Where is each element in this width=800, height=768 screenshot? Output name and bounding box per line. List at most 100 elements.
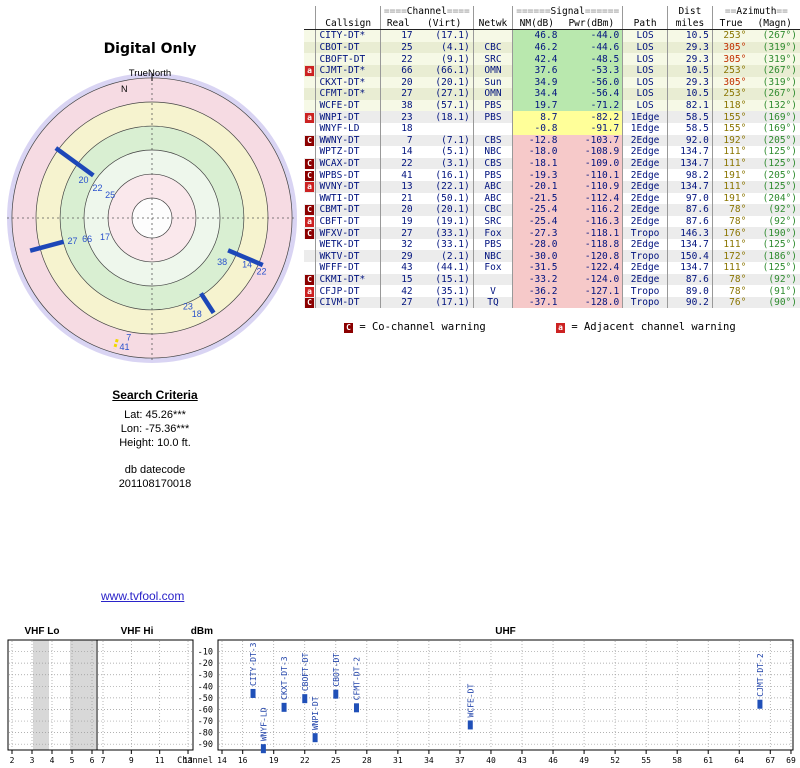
channel-tick-label: 31 [393,756,403,765]
channel-tick-label: 61 [703,756,713,765]
station-row: a WVNY-DT 13 (22.1) ABC -20.1 -110.9 2Edge 134.7… [304,180,800,193]
co-channel-flag: C [305,205,314,216]
signal-direction-segment [54,146,95,178]
co-channel-flag: C [305,274,314,285]
dbm-tick-label: -40 [198,682,213,692]
radar-title: Digital Only [103,41,197,57]
band-title: UHF [495,626,516,637]
station-bar [757,699,763,709]
channel-tick-label: 67 [765,756,775,765]
dbm-tick-label: -50 [198,694,213,704]
db-datecode-value: 201108170018 [118,478,192,490]
spacer [80,450,230,463]
co-channel-flag: C [305,135,314,146]
channel-tick-label: 19 [269,756,279,765]
co-channel-flag: C [305,159,314,170]
channel-tick-label: 37 [455,756,465,765]
radar-channel-label: 22 [92,183,102,193]
dbm-tick-label: -60 [198,705,213,715]
tvfool-link[interactable]: www.tvfool.com [101,589,185,603]
channel-tick-label: 14 [217,756,227,765]
channel-tick-label: 69 [786,756,796,765]
radar-channel-label: 38 [217,257,227,267]
adjacent-channel-flag: a [305,286,314,297]
channel-axis-label: Channel [177,756,213,766]
radar-channel-label: 27 [68,236,78,246]
channel-tick-label: 49 [579,756,589,765]
station-row: C CIVM-DT 27 (17.1) TQ -37.1 -128.0 Tropo 90.2 76… [304,296,800,309]
station-bar-label: CBOFT-DT [301,652,310,691]
dbm-axis-label: dBm [191,626,213,637]
station-bar-label: WNPI-DT [311,696,320,730]
station-bar [302,694,308,704]
adjacent-channel-flag: a [305,182,314,193]
station-row: a WNPI-DT 23 (18.1) PBS 8.7 -82.2 1Edge 58.5 155°… [304,111,800,123]
band-title: VHF Hi [121,626,154,637]
db-datecode-label: db datecode [124,464,186,476]
radar-channel-label: 14 [242,259,252,269]
station-row: C WWNY-DT 7 (7.1) CBS -12.8 -103.7 2Edge 92.0 192… [304,134,800,147]
station-row: WKTV-DT 29 (2.1) NBC -30.0 -120.8 Tropo 150.4 17… [304,250,800,263]
channel-tick-label: 43 [517,756,527,765]
channel-tick-label: 3 [30,756,35,765]
station-row: a CJMT-DT* 66 (66.1) OMN 37.6 -53.3 LOS 10.5 253°… [304,64,800,77]
dbm-tick-label: -80 [198,729,213,739]
legend-co-channel: C = Co-channel warning [344,321,486,333]
station-row: WPTZ-DT 14 (5.1) NBC -18.0 -108.9 2Edge 134.7 11… [304,146,800,158]
station-row: a CFJP-DT 42 (35.1) V -36.2 -127.1 Tropo 89.0 78°… [304,285,800,297]
dbm-tick-label: -10 [198,648,213,658]
station-bar [353,703,359,713]
channel-tick-label: 58 [672,756,682,765]
adjacent-channel-flag: a [305,66,314,77]
latitude-value: Lat: 45.26*** [124,409,186,421]
search-criteria: Search Criteria Lat: 45.26*** Lon: -75.3… [80,388,230,491]
signal-direction-segment [199,292,216,315]
station-row: WWTI-DT 21 (50.1) ABC -21.5 -112.4 2Edge 97.0 19… [304,192,800,205]
radar-channel-label: 22 [256,266,266,276]
station-row: C CKMI-DT* 15 (15.1) -33.2 -124.0 2Edge 87.6 78°… [304,273,800,286]
radar-channel-label: 20 [79,175,89,185]
search-criteria-title: Search Criteria [112,388,198,402]
station-row: C WCAX-DT 22 (3.1) CBS -18.1 -109.0 2Edge 134.7 1… [304,157,800,170]
channel-tick-label: 9 [129,756,134,765]
station-row: a CBFT-DT 19 (19.1) SRC -25.4 -116.3 2Edge 87.6 7… [304,215,800,228]
radar-channel-label: 41 [120,342,130,352]
height-value: Height: 10.0 ft. [119,437,191,449]
radar-channel-label: 23 [183,302,193,312]
legend-adjacent-channel: a = Adjacent channel warning [556,321,736,333]
station-bar-label: CJMT-DT-2 [756,653,765,697]
co-channel-flag: C [305,228,314,239]
band-title: VHF Lo [25,626,60,637]
station-bar-label: CKXT-DT-3 [280,656,289,700]
co-channel-flag: C [305,170,314,181]
channel-tick-label: 34 [424,756,434,765]
channel-tick-label: 16 [238,756,248,765]
station-bar [333,689,339,699]
signal-direction-segment [227,248,264,268]
station-bar [312,733,318,743]
channel-tick-label: 11 [155,756,165,765]
channel-tick-label: 2 [10,756,15,765]
adjacent-channel-symbol: a [556,323,565,333]
shaded-band [33,640,49,750]
signal-direction-segment [29,239,65,253]
station-bar-label: WCFE-DT [466,684,475,718]
station-bar [467,720,473,730]
station-bar-label: CBOT-DT [332,653,341,687]
station-row: WFFF-DT 43 (44.1) Fox -31.5 -122.4 2Edge 134.7 1… [304,262,800,274]
station-row: C CBMT-DT 20 (20.1) CBC -25.4 -116.2 2Edge 87.6 7… [304,204,800,216]
dbm-tick-label: -30 [198,671,213,681]
channel-tick-label: 13 [183,756,193,765]
station-bar-label: WNYF-LD [259,707,268,741]
station-bar [250,688,256,698]
station-row: CITY-DT* 17 (17.1) 46.8 -44.0 LOS 10.5 253° (267… [304,29,800,42]
station-row: WNYF-LD 18 -0.8 -91.7 1Edge 58.5 155° (169°) [304,122,800,135]
station-bar-label: CITY-DT-3 [249,642,258,686]
signal-table: ====Channel==== ======Signal====== Dist ==A… [304,6,800,309]
radar-channel-label: 17 [100,232,110,242]
adjacent-channel-flag: a [305,216,314,227]
station-bar [281,702,287,712]
highlight-segment [112,338,119,350]
station-row: CBOT-DT 25 (4.1) CBC 46.2 -44.6 LOS 29.3 305° (31… [304,41,800,54]
